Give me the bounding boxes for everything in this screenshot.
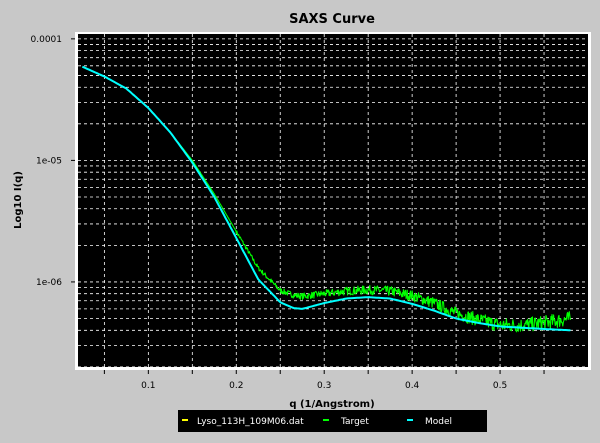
y-axis-label: Log10 I(q) [13,171,24,229]
x-tick-label: 0.4 [405,381,420,391]
y-tick-label: 0.0001 [31,35,63,45]
legend-label-target: Target [340,417,369,427]
x-tick-label: 0.1 [141,381,155,391]
y-tick-label: 1e-05 [36,156,62,166]
chart-title: SAXS Curve [289,12,375,27]
legend: Lyso_113H_109M06.dat Target Model [178,410,487,432]
ticks: 0.1 0.2 0.3 0.4 0.5 0.0001 1e-05 1e-06 [31,35,545,391]
legend-box [178,410,487,432]
grid [78,34,588,368]
series-line-model [81,65,571,332]
x-tick-label: 0.5 [493,381,507,391]
x-axis-label: q (1/Angstrom) [289,399,374,410]
y-tick-label: 1e-06 [36,278,62,288]
legend-label-file: Lyso_113H_109M06.dat [197,417,304,427]
x-tick-label: 0.2 [229,381,243,391]
series-layer [81,65,571,333]
legend-label-model: Model [425,417,452,427]
x-tick-label: 0.3 [317,381,331,391]
plot-area [78,34,588,367]
